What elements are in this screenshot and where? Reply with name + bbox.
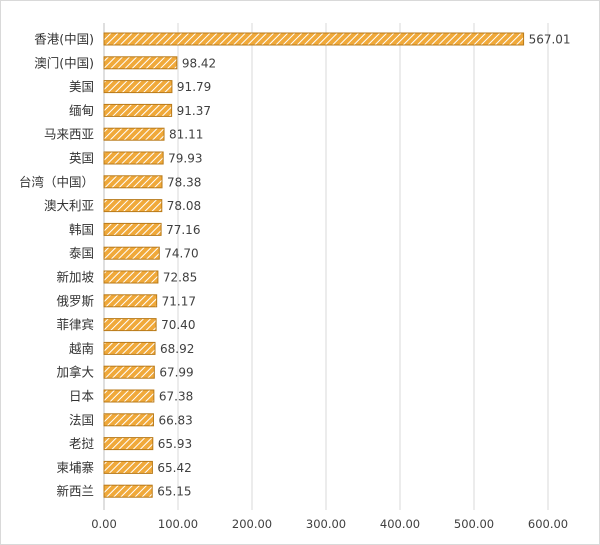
value-label: 567.01: [529, 33, 571, 47]
x-tick-label: 100.00: [158, 517, 198, 531]
bar: [103, 151, 164, 165]
value-labels: 567.01 98.42 91.79 91.37 81.11 79.93 78.38 78.0…: [157, 33, 570, 499]
value-label: 91.79: [177, 80, 211, 94]
category-label: 老挝: [69, 436, 95, 451]
bar: [103, 294, 158, 308]
category-label: 韩国: [69, 222, 94, 237]
x-tick-label: 0.00: [91, 517, 117, 531]
value-label: 72.85: [163, 271, 197, 285]
x-axis-ticks: 0.00 100.00 200.00 300.00 400.00 500.00 600.00: [91, 517, 568, 531]
bars: [103, 32, 525, 498]
bar: [103, 222, 162, 236]
category-label: 俄罗斯: [56, 293, 94, 308]
category-label: 澳大利亚: [44, 198, 94, 213]
category-label: 法国: [69, 412, 94, 427]
value-label: 65.93: [158, 437, 192, 451]
category-label: 马来西亚: [44, 127, 94, 142]
x-tick-label: 600.00: [528, 517, 568, 531]
value-label: 77.16: [166, 223, 200, 237]
category-label: 加拿大: [56, 365, 94, 380]
value-label: 78.38: [167, 175, 201, 189]
value-label: 68.92: [160, 342, 194, 356]
bar: [103, 175, 163, 189]
category-label: 泰国: [69, 246, 94, 261]
category-label: 台湾（中国）: [19, 174, 94, 189]
bar: [103, 127, 165, 141]
category-label: 美国: [69, 79, 94, 94]
category-label: 新加坡: [56, 270, 94, 285]
value-label: 78.08: [167, 199, 201, 213]
bar: [103, 460, 153, 474]
category-label: 柬埔寨: [56, 460, 94, 475]
value-label: 79.93: [168, 152, 202, 166]
value-label: 91.37: [177, 104, 211, 118]
bar: [103, 103, 173, 117]
gridlines: [103, 23, 549, 510]
value-label: 81.11: [169, 128, 203, 142]
bar: [103, 341, 156, 355]
value-label: 98.42: [182, 56, 216, 70]
value-label: 67.38: [159, 390, 193, 404]
value-label: 65.42: [157, 461, 191, 475]
value-label: 67.99: [159, 366, 193, 380]
category-label: 日本: [69, 389, 95, 404]
category-label: 缅甸: [69, 103, 94, 118]
bar: [103, 270, 159, 284]
value-label: 71.17: [162, 294, 196, 308]
bar: [103, 246, 160, 260]
x-tick-label: 300.00: [306, 517, 346, 531]
bar: [103, 413, 154, 427]
value-label: 74.70: [164, 247, 198, 261]
x-tick-label: 200.00: [232, 517, 272, 531]
bar: [103, 80, 173, 94]
value-label: 70.40: [161, 318, 195, 332]
category-label: 菲律宾: [56, 317, 94, 332]
category-label: 澳门(中国): [34, 55, 94, 70]
value-label: 65.15: [157, 485, 191, 499]
bar: [103, 199, 163, 213]
category-label: 香港(中国): [34, 32, 94, 47]
value-label: 66.83: [158, 413, 192, 427]
category-label: 越南: [69, 341, 94, 356]
x-tick-label: 500.00: [454, 517, 494, 531]
category-label: 新西兰: [56, 484, 94, 499]
category-label: 英国: [69, 151, 94, 166]
bar: [103, 484, 153, 498]
bar: [103, 365, 155, 379]
bar: [103, 318, 157, 332]
bar: [103, 389, 155, 403]
bar: [103, 437, 154, 451]
bar: [103, 32, 525, 46]
bar: [103, 56, 178, 70]
x-tick-label: 400.00: [380, 517, 420, 531]
